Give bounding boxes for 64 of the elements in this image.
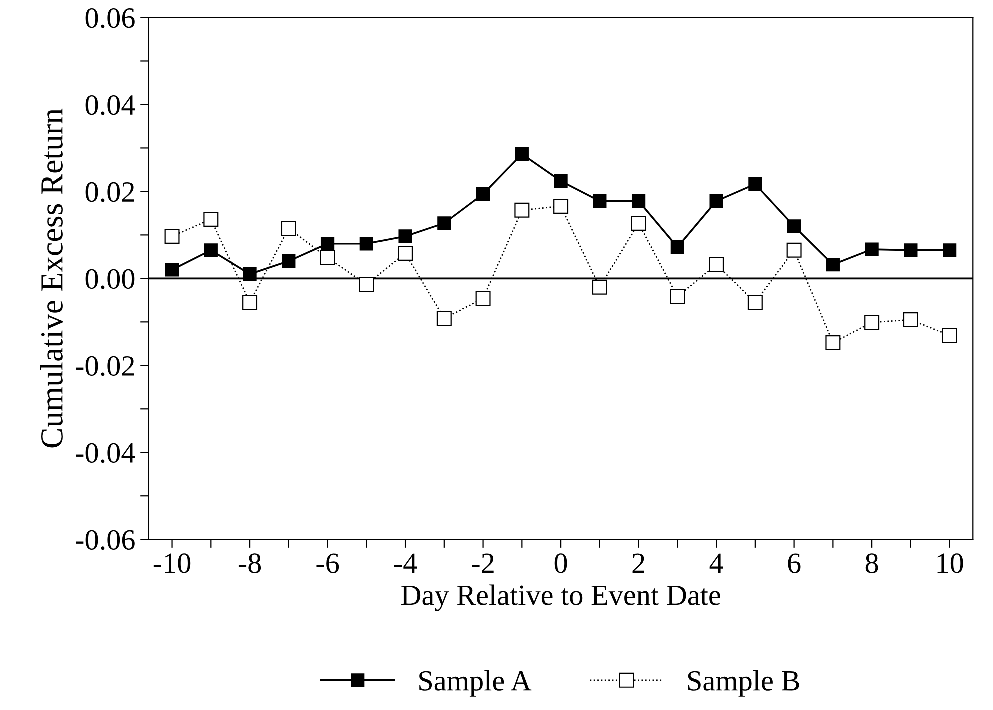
point [243, 268, 257, 282]
x-tick-label: 8 [866, 554, 878, 574]
point [826, 258, 840, 272]
legend-label: Sample A [420, 670, 532, 697]
point [748, 295, 763, 310]
point [398, 230, 412, 244]
point [904, 244, 918, 258]
point [632, 194, 646, 208]
point [165, 263, 180, 277]
point [436, 311, 452, 326]
point [631, 216, 646, 231]
point [204, 212, 219, 228]
y-axis-title: Cumulative Excess Return [40, 108, 63, 448]
point [826, 336, 841, 351]
y-tick-label: -0.06 [76, 530, 135, 550]
point [359, 277, 374, 292]
point [476, 291, 491, 306]
point [748, 178, 762, 192]
point [476, 188, 490, 202]
y-tick-label: 0.00 [86, 269, 135, 290]
point [204, 244, 218, 258]
point [788, 220, 802, 234]
point [320, 250, 336, 266]
point [554, 174, 568, 188]
point [865, 242, 879, 256]
point [554, 198, 569, 214]
x-tick-label: -10 [154, 554, 191, 574]
x-tick-label: 6 [788, 554, 801, 574]
point [786, 242, 802, 258]
point [709, 257, 724, 272]
x-tick-label: 0 [554, 554, 568, 574]
point [438, 216, 452, 230]
x-tick-label: -4 [394, 554, 418, 574]
x-tick-label: 2 [632, 554, 644, 574]
x-tick-label: 10 [938, 554, 964, 574]
point [282, 254, 296, 268]
point [943, 244, 957, 258]
x-tick-label: -2 [472, 554, 494, 574]
point [242, 295, 258, 310]
point [320, 237, 335, 251]
point [942, 328, 958, 344]
x-tick-label: -6 [316, 554, 340, 574]
point [360, 237, 374, 251]
y-tick-label: 0.04 [86, 95, 136, 116]
x-tick-label: 4 [710, 554, 724, 574]
point [398, 246, 414, 261]
y-tick-label: 0.06 [86, 8, 135, 28]
point [281, 221, 296, 236]
point [670, 240, 684, 254]
point [514, 202, 530, 218]
point [515, 147, 529, 162]
y-tick-label: -0.04 [76, 443, 136, 464]
point [593, 194, 607, 208]
point [710, 194, 724, 208]
y-tick-label: -0.02 [76, 356, 134, 376]
x-tick-label: -8 [238, 554, 262, 574]
x-axis-title: Day Relative to Event Date [402, 584, 720, 612]
point [864, 315, 880, 330]
point [903, 312, 918, 328]
point [592, 280, 608, 295]
legend-label: Sample B [688, 670, 800, 697]
y-tick-label: 0.02 [86, 182, 134, 202]
point [670, 289, 686, 304]
point [164, 228, 180, 244]
